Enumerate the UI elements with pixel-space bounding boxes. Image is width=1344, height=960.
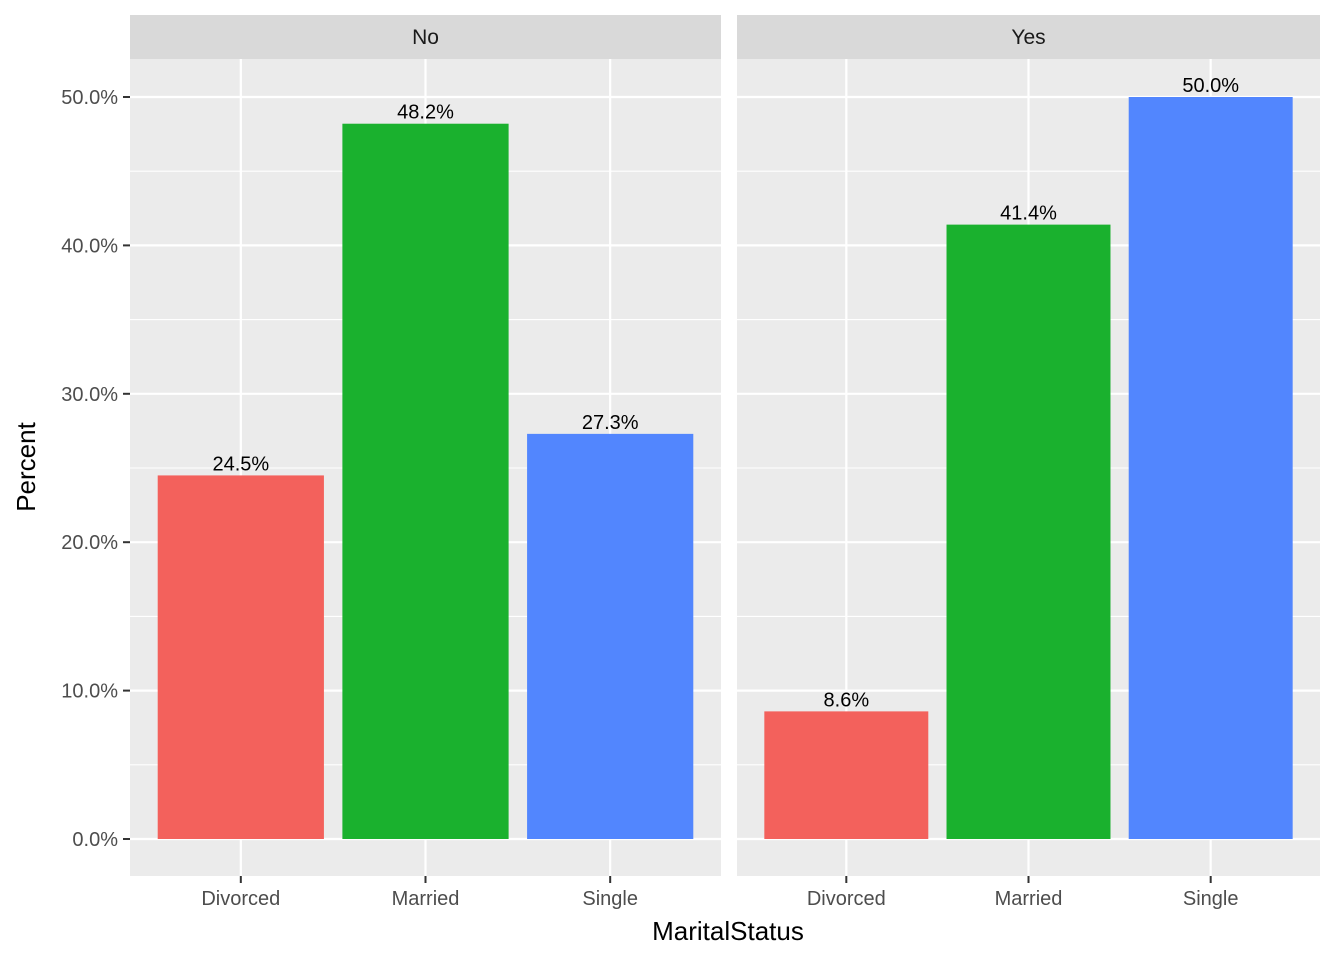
x-tick-label: Divorced — [201, 888, 280, 910]
bar-value-label: 41.4% — [1000, 203, 1057, 225]
bar-divorced — [157, 475, 324, 839]
panel-yes: Yes 8.6% 41.4% 50.0% Divorced Married Single — [737, 15, 1320, 910]
x-tick-label: Single — [582, 888, 638, 910]
bar-single — [527, 433, 694, 839]
facet-strip-label: No — [412, 26, 439, 49]
bar-value-label: 24.5% — [212, 453, 269, 475]
y-axis: 0.0% 10.0% 20.0% 30.0% 40.0% 50.0% — [61, 87, 130, 851]
y-tick-label: 30.0% — [61, 384, 118, 406]
x-axis-title: MaritalStatus — [652, 916, 804, 946]
bar-single — [1128, 97, 1293, 839]
x-tick-label: Divorced — [807, 888, 886, 910]
x-tick-label: Married — [995, 888, 1063, 910]
x-tick-label: Married — [392, 888, 460, 910]
bar-value-label: 48.2% — [397, 102, 454, 124]
y-tick-label: 40.0% — [61, 235, 118, 257]
x-tick-label: Single — [1183, 888, 1239, 910]
bar-value-label: 27.3% — [582, 412, 639, 434]
bar-married — [342, 123, 509, 840]
facet-strip — [130, 15, 721, 59]
facet-strip — [737, 15, 1320, 59]
bar-value-label: 8.6% — [824, 689, 870, 711]
y-tick-label: 0.0% — [72, 829, 118, 851]
y-axis-title: Percent — [11, 421, 41, 511]
y-tick-label: 20.0% — [61, 532, 118, 554]
y-tick-label: 10.0% — [61, 681, 118, 703]
bar-value-label: 50.0% — [1182, 75, 1239, 97]
facet-strip-label: Yes — [1011, 26, 1045, 49]
bar-divorced — [764, 711, 929, 839]
bar-married — [946, 224, 1111, 839]
panel-no: No 24.5% 48.2% 27.3% Divorced Married Single — [130, 15, 721, 910]
y-tick-label: 50.0% — [61, 87, 118, 109]
